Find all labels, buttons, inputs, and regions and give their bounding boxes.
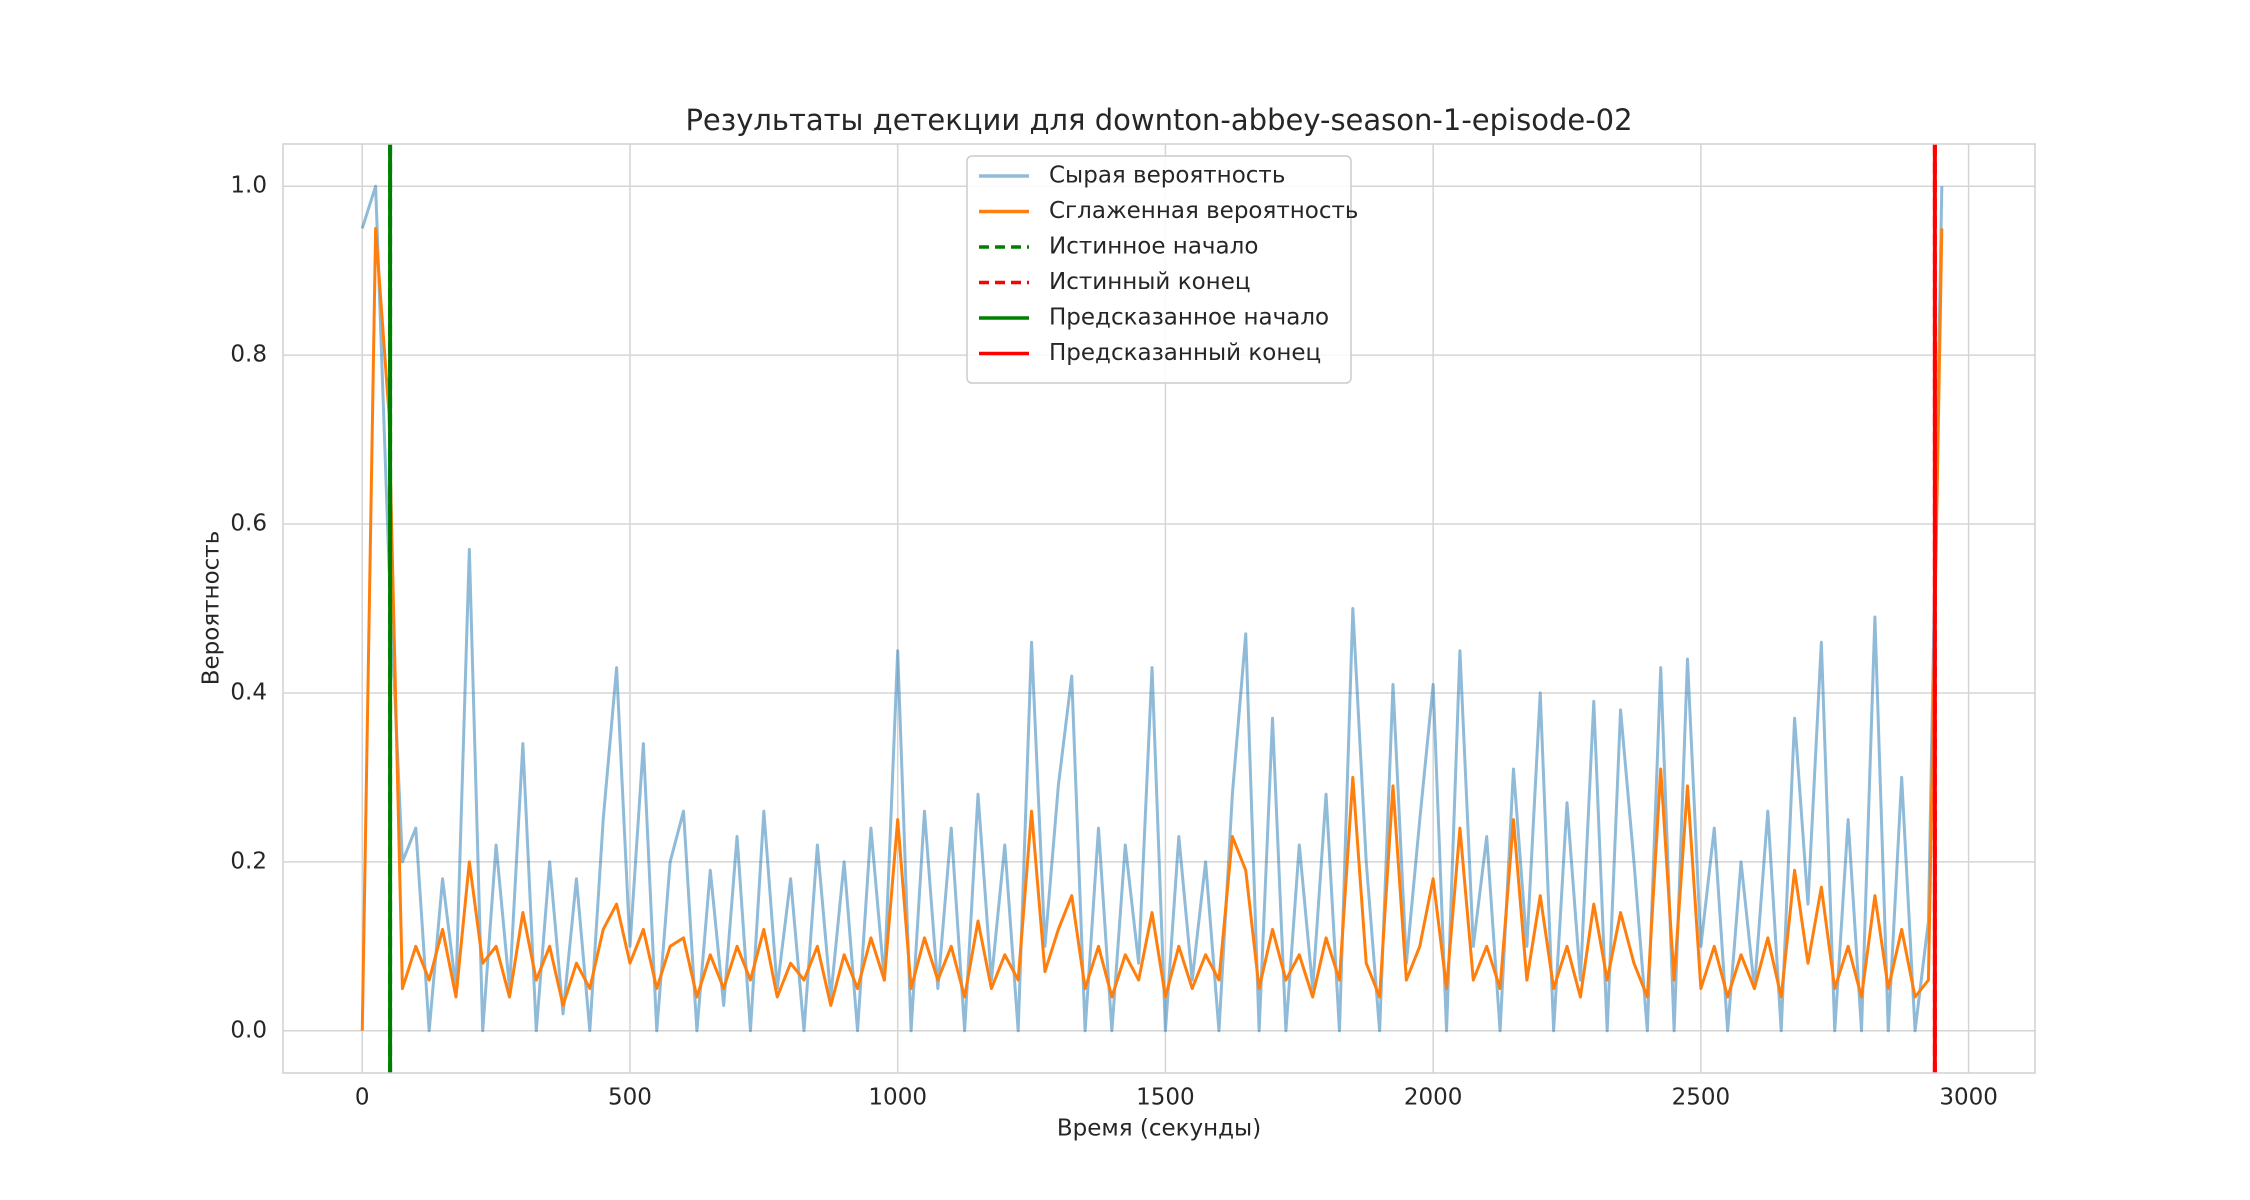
legend-label: Сырая вероятность xyxy=(1049,163,1285,189)
x-tick-label: 500 xyxy=(608,1085,652,1111)
y-tick-label: 0.8 xyxy=(230,342,267,368)
x-tick-label: 0 xyxy=(355,1085,370,1111)
x-tick-label: 1500 xyxy=(1136,1085,1195,1111)
x-axis-label: Время (секунды) xyxy=(1057,1116,1261,1142)
legend-label: Истинный конец xyxy=(1049,269,1251,295)
x-tick-label: 2000 xyxy=(1404,1085,1463,1111)
x-tick-label: 2500 xyxy=(1672,1085,1731,1111)
y-tick-label: 0.6 xyxy=(230,511,267,537)
x-tick-label: 1000 xyxy=(868,1085,927,1111)
plot-area xyxy=(360,144,1944,1073)
y-axis-label: Вероятность xyxy=(199,531,225,686)
y-tick-label: 0.0 xyxy=(230,1017,267,1043)
y-tick-label: 0.2 xyxy=(230,848,267,874)
legend-label: Сглаженная вероятность xyxy=(1049,198,1358,224)
y-tick-label: 1.0 xyxy=(230,173,267,199)
legend-label: Предсказанное начало xyxy=(1049,305,1329,331)
x-tick-label: 3000 xyxy=(1939,1085,1998,1111)
legend-box xyxy=(966,155,1352,384)
chart-title: Результаты детекции для downton-abbey-se… xyxy=(685,103,1632,137)
legend-label: Истинное начало xyxy=(1049,234,1258,260)
legend: Сырая вероятность Сглаженная вероятность И… xyxy=(966,155,1358,384)
plot-frame xyxy=(282,143,2036,1074)
legend-label: Предсказанный конец xyxy=(1049,340,1321,366)
y-tick-label: 0.4 xyxy=(230,679,267,705)
series-line xyxy=(360,226,1944,1031)
